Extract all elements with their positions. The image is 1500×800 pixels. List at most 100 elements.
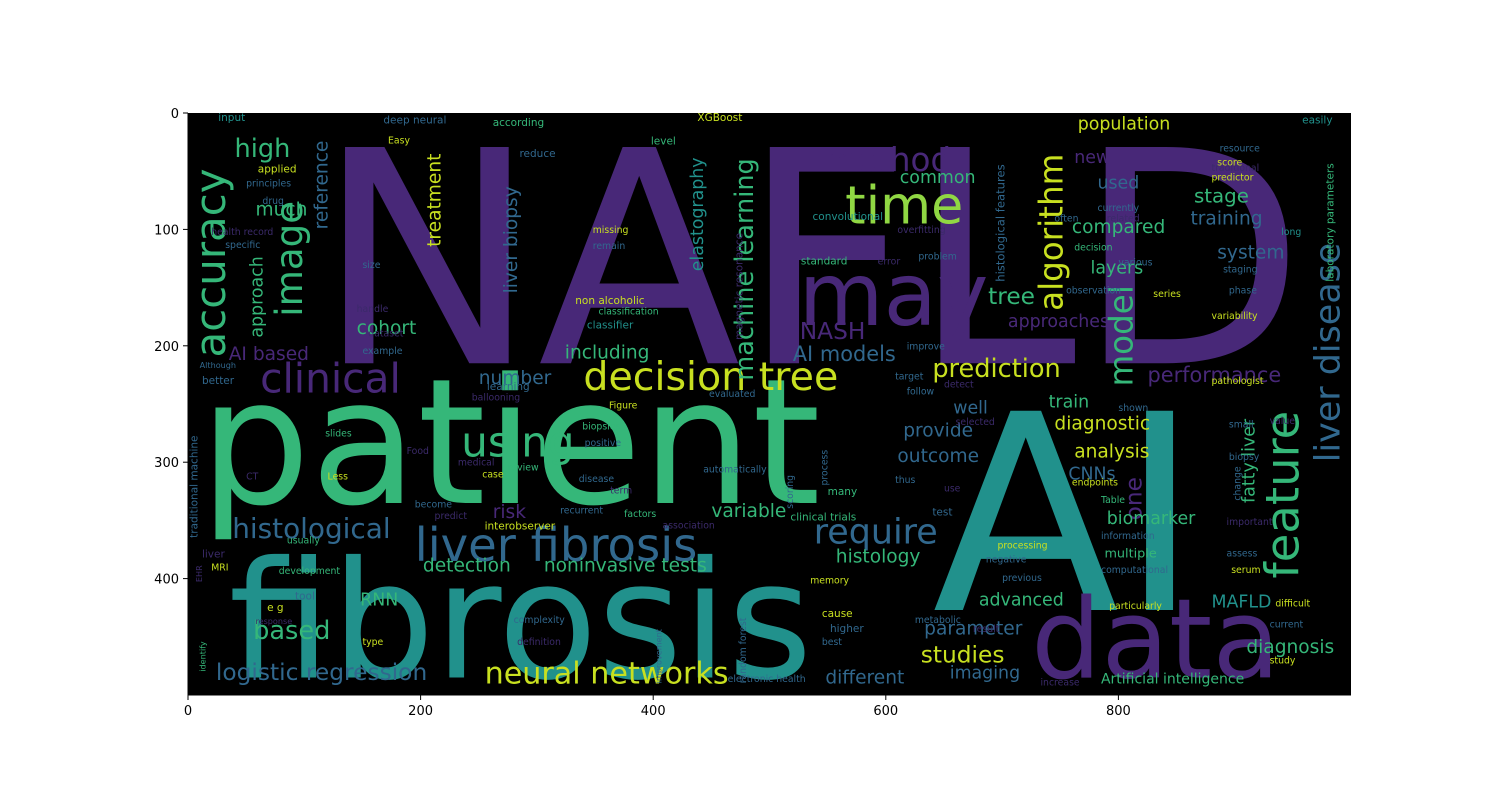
word-94: convolutional <box>813 211 884 223</box>
word-196: scoring <box>785 475 796 509</box>
x-tick-label: 200 <box>408 704 433 719</box>
word-34: liver biopsy <box>501 186 522 293</box>
word-83: Easy <box>388 135 410 146</box>
plot-area <box>188 113 1351 695</box>
word-186: related <box>1107 213 1140 224</box>
word-122: review <box>508 462 539 473</box>
word-89: health record <box>211 227 273 238</box>
word-173: response <box>255 616 292 626</box>
y-tick-label: 400 <box>154 573 179 588</box>
word-50: diagnostic <box>1054 414 1150 435</box>
word-168: complexity <box>514 615 566 626</box>
word-115: shown <box>1118 403 1148 414</box>
word-153: previous <box>1002 573 1042 584</box>
word-4: data <box>1031 576 1280 705</box>
word-175: development <box>279 566 341 577</box>
word-165: electronic health <box>728 674 806 685</box>
word-107: learning <box>487 381 530 393</box>
word-61: histology <box>836 546 921 567</box>
word-187: often <box>1054 213 1078 224</box>
word-105: Although <box>200 360 236 370</box>
word-44: training <box>1191 209 1263 230</box>
word-155: result <box>973 624 1000 635</box>
word-70: imaging <box>950 664 1020 684</box>
word-16: model <box>1102 285 1140 386</box>
word-103: dataset <box>368 328 404 339</box>
word-135: many <box>828 486 858 498</box>
word-148: assess <box>1227 548 1258 559</box>
word-26: AI models <box>793 342 896 366</box>
word-177: liver <box>202 549 226 561</box>
word-55: provide <box>903 421 973 442</box>
word-151: processing <box>997 540 1047 551</box>
wordcloud-background <box>188 113 1351 695</box>
word-129: recurrent <box>560 505 603 516</box>
word-13: accuracy <box>186 168 235 357</box>
word-84: level <box>651 135 676 147</box>
word-127: disease <box>579 474 615 485</box>
word-52: fatty liver <box>1239 418 1259 503</box>
word-21: neural networks <box>485 656 729 691</box>
word-102: handle <box>357 304 389 315</box>
word-108: ballooning <box>472 393 521 404</box>
word-57: well <box>953 398 988 418</box>
word-160: increase <box>1040 678 1079 689</box>
word-140: endpoints <box>1072 477 1118 488</box>
word-68: MAFLD <box>1211 593 1271 613</box>
word-171: e g <box>267 602 283 614</box>
word-25: NASH <box>800 318 866 345</box>
y-tick-label: 0 <box>171 107 179 122</box>
word-39: tree <box>988 283 1035 310</box>
word-159: study <box>1270 656 1296 667</box>
word-128: term <box>610 486 632 497</box>
word-90: specific <box>225 240 260 251</box>
word-76: histological features <box>993 164 1007 281</box>
x-tick-label: 400 <box>641 704 666 719</box>
word-117: slides <box>325 429 352 440</box>
word-156: particularly <box>1109 601 1162 612</box>
word-63: noninvasive tests <box>544 556 707 577</box>
word-170: type <box>362 637 383 648</box>
word-36: including <box>565 343 650 364</box>
word-184: predictor <box>1211 173 1253 184</box>
word-179: EHR <box>194 565 204 582</box>
word-113: detect <box>944 380 974 391</box>
word-174: identify <box>197 641 207 672</box>
word-147: important <box>1227 517 1273 528</box>
word-82: easily <box>1302 114 1332 126</box>
word-101: classifier <box>587 319 634 331</box>
word-139: clinical trials <box>790 511 856 523</box>
word-182: resource <box>1220 143 1260 154</box>
y-axis: 0 100 200 300 400 <box>154 107 189 695</box>
word-59: risk <box>493 502 526 523</box>
word-152: negative <box>986 554 1027 565</box>
word-183: score <box>1217 157 1242 168</box>
word-178: usually <box>287 536 320 547</box>
word-56: outcome <box>897 446 979 467</box>
word-66: parameter <box>924 618 1023 639</box>
word-43: stage <box>1194 185 1249 208</box>
word-85: reduce <box>519 148 555 160</box>
word-146: biopsy <box>1229 452 1260 463</box>
word-8: liver fibrosis <box>415 518 698 572</box>
word-58: variable <box>711 501 786 522</box>
word-7: decision tree <box>583 354 838 400</box>
word-141: Table <box>1100 495 1125 506</box>
word-38: common <box>900 168 976 188</box>
word-161: cause <box>822 608 853 620</box>
word-78: input <box>218 112 245 124</box>
word-23: prediction <box>932 354 1060 384</box>
word-124: case <box>482 469 504 480</box>
word-169: definition <box>517 637 561 648</box>
word-12: liver disease <box>1308 243 1348 462</box>
word-198: change <box>1233 466 1244 500</box>
word-14: image <box>267 201 311 317</box>
word-195: variability <box>1211 311 1258 322</box>
word-164: memory <box>810 575 849 586</box>
word-1: patient <box>200 342 821 545</box>
word-138: test <box>932 507 952 519</box>
word-104: example <box>362 346 402 357</box>
word-48: approaches <box>1008 312 1109 332</box>
word-72: diagnosis <box>1246 637 1334 658</box>
